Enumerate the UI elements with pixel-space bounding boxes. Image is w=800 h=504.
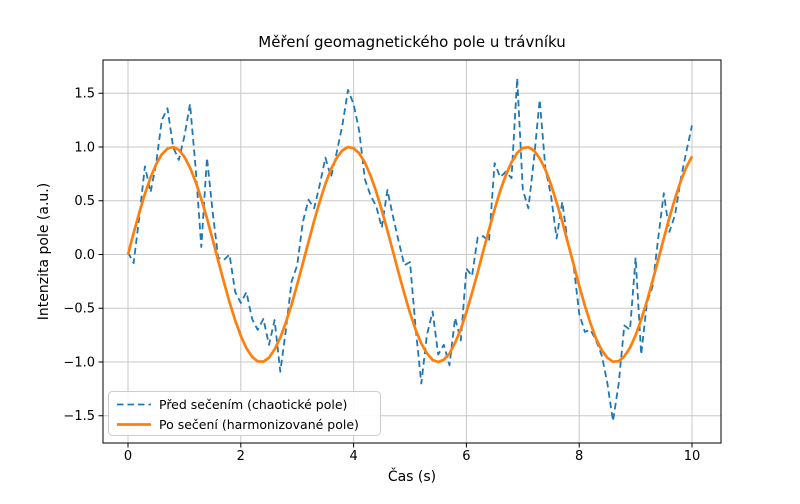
- y-tick-label: −1.5: [63, 409, 95, 424]
- x-axis-label: Čas (s): [388, 467, 436, 485]
- y-axis-label: Intenzita pole (a.u.): [36, 183, 52, 320]
- y-tick-label: 1.5: [74, 87, 95, 102]
- y-tick-label: 0.0: [74, 248, 95, 263]
- legend-label-before: Před sečením (chaotické pole): [159, 397, 347, 412]
- legend-label-after: Po sečení (harmonizované pole): [159, 417, 359, 432]
- chart-title: Měření geomagnetického pole u trávníku: [258, 33, 565, 51]
- axes-frame: [102, 59, 722, 444]
- y-tick-label: 1.0: [74, 141, 95, 156]
- x-tick-label: 4: [349, 449, 357, 464]
- legend-samples: [117, 403, 151, 426]
- x-tick-label: 8: [575, 449, 583, 464]
- y-tick-label: 0.5: [74, 194, 95, 209]
- x-tick-label: 10: [684, 449, 701, 464]
- y-tick-label: −0.5: [63, 302, 95, 317]
- x-tick-label: 0: [124, 449, 132, 464]
- plot-area: [103, 60, 721, 443]
- legend: Před sečením (chaotické pole) Po sečení …: [108, 391, 381, 436]
- series-layer: [126, 77, 694, 423]
- grid-layer: [103, 60, 721, 443]
- x-tick-label: 6: [462, 449, 470, 464]
- x-tick-label: 2: [237, 449, 245, 464]
- series-line-after: [126, 145, 694, 364]
- tick-layer: [98, 92, 693, 448]
- legend-box: [108, 391, 381, 436]
- y-tick-label: −1.0: [63, 356, 95, 371]
